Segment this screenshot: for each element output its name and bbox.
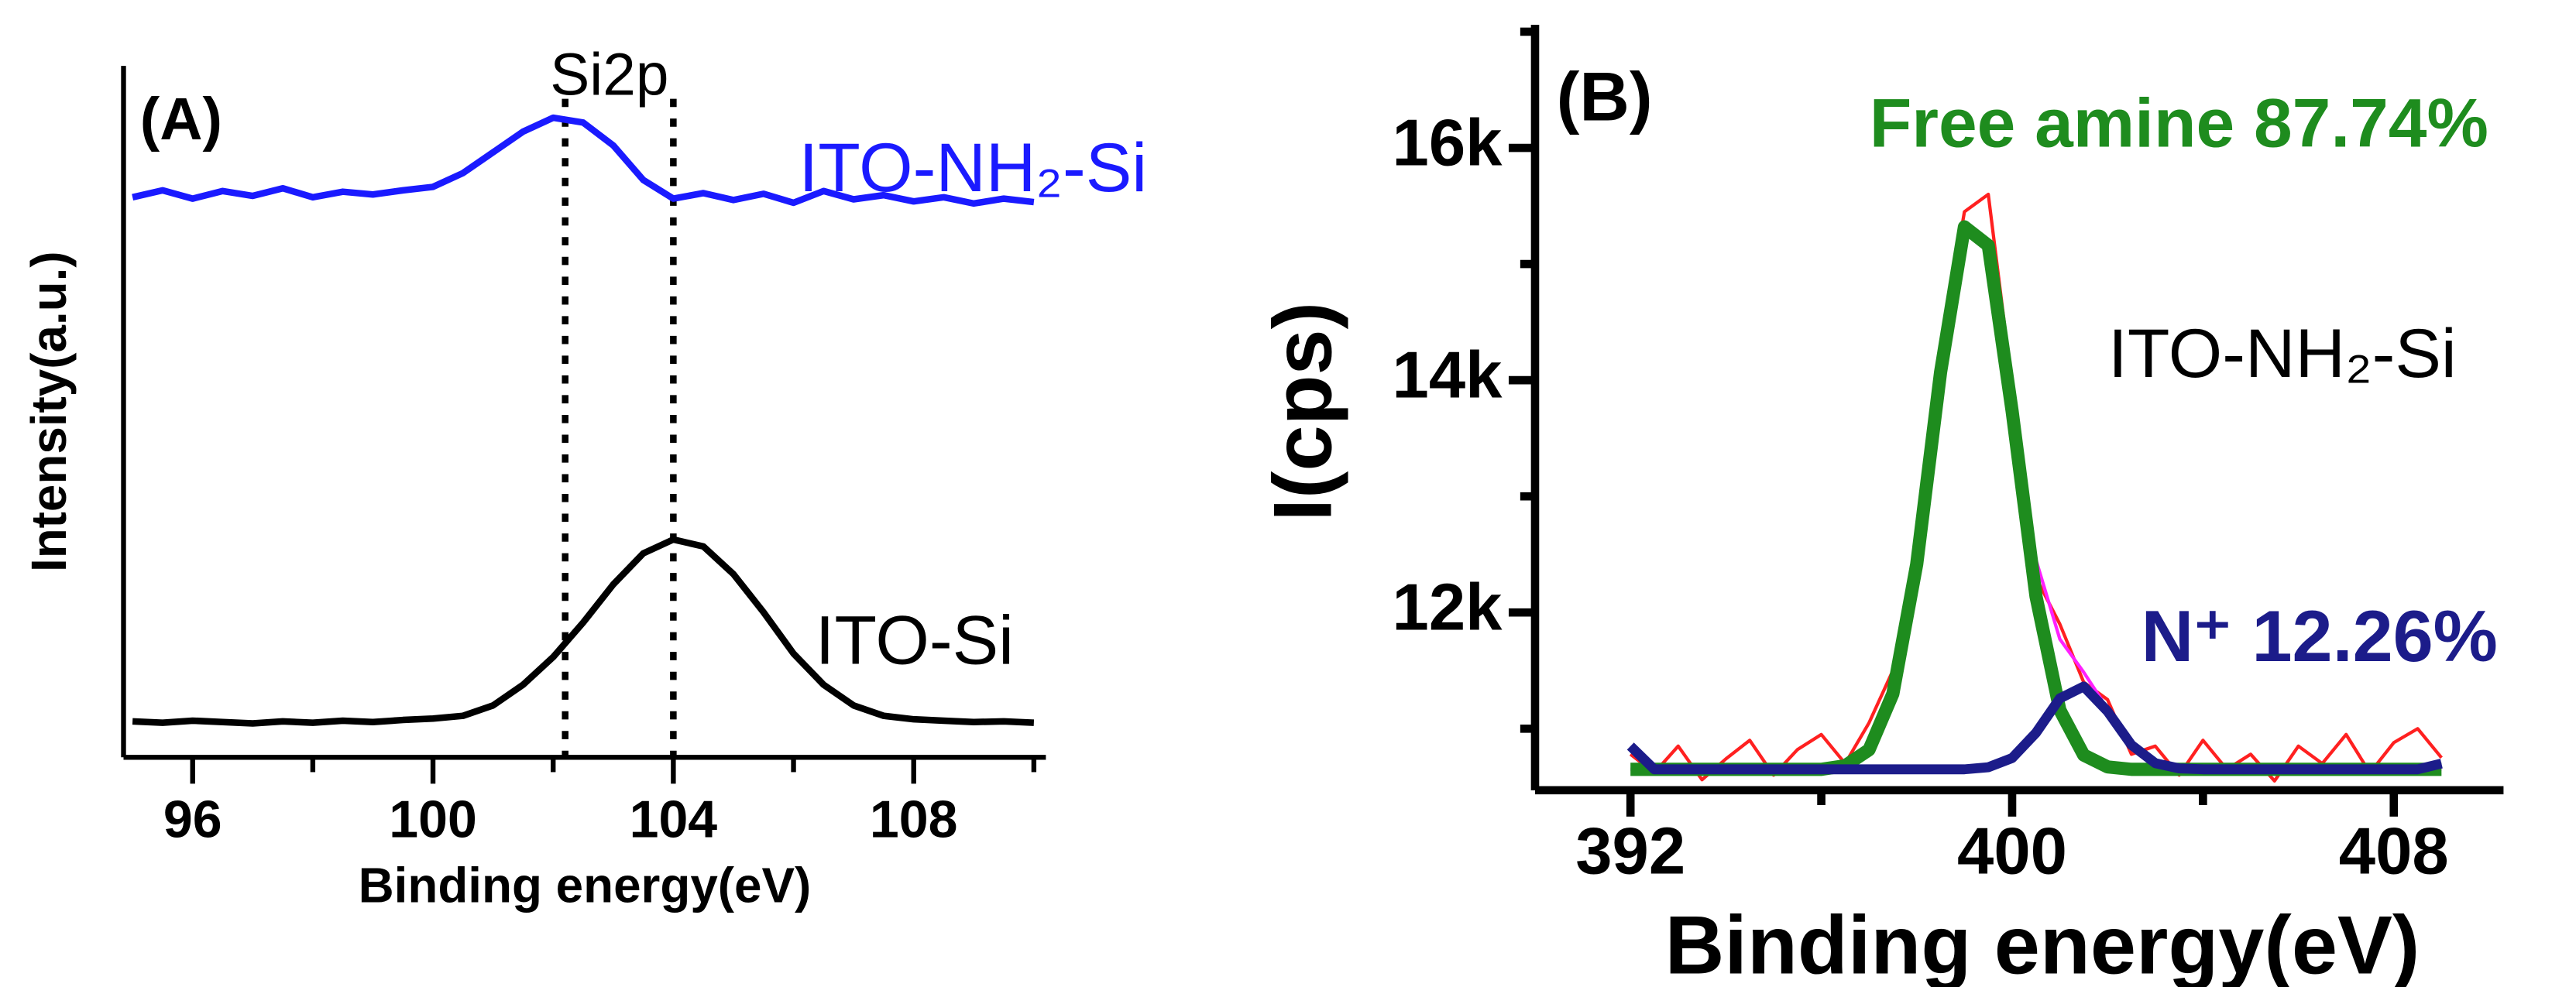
x-axis-title: Binding energy(eV) — [1665, 899, 2420, 987]
x-tick-label: 108 — [870, 790, 958, 848]
annotation: (B) — [1557, 57, 1653, 135]
annotation: ITO-Si — [816, 601, 1014, 678]
y-axis-title: Intensity(a.u.) — [21, 251, 77, 572]
x-tick-label: 400 — [1957, 814, 2067, 888]
annotation: Free amine 87.74% — [1870, 84, 2488, 162]
annotation: Si2p — [550, 42, 668, 108]
x-tick-label: 96 — [163, 790, 222, 848]
x-axis-title: Binding energy(eV) — [359, 857, 812, 913]
annotation: ITO-NH₂-Si — [2108, 314, 2457, 392]
x-tick-label: 392 — [1575, 814, 1685, 888]
spectrum-line — [1630, 220, 2442, 776]
y-axis-title: I(cps) — [1257, 302, 1349, 522]
annotation: (A) — [140, 87, 222, 153]
spectrum-line — [132, 536, 1035, 727]
y-tick-label: 12k — [1393, 571, 1503, 645]
spectrum-line — [1630, 224, 2442, 771]
y-tick-label: 16k — [1393, 106, 1503, 180]
x-tick-label: 104 — [630, 790, 718, 848]
spectrum-line — [132, 114, 1035, 207]
annotation: N⁺ 12.26% — [2142, 595, 2498, 677]
spectrum-line — [1626, 681, 2443, 775]
x-tick-label: 408 — [2339, 814, 2449, 888]
x-tick-label: 100 — [389, 790, 477, 848]
y-tick-label: 14k — [1393, 339, 1503, 413]
annotation: ITO-NH₂-Si — [799, 129, 1147, 206]
spectrum-line — [1629, 192, 2443, 783]
